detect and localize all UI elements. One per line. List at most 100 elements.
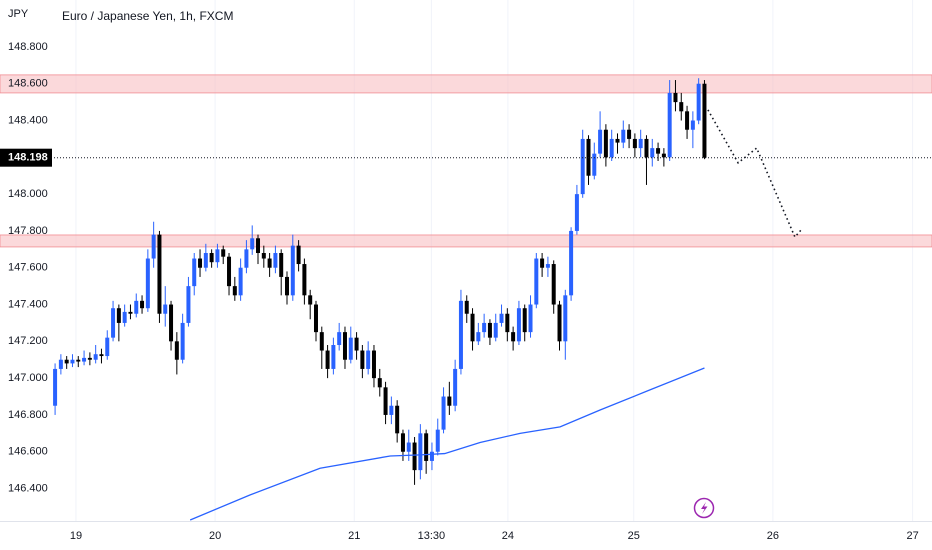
candle-body (627, 129, 632, 139)
candle-body (685, 111, 690, 130)
candle-body (702, 83, 707, 158)
candle-body (319, 332, 324, 351)
candle-body (418, 433, 423, 471)
y-tick-label: 147.200 (8, 335, 48, 347)
candle-body (656, 148, 661, 154)
x-tick-label: 27 (906, 530, 918, 542)
moving-average-line (189, 367, 705, 521)
candle-body (696, 83, 701, 121)
candle-body (279, 253, 284, 277)
zone (0, 234, 932, 248)
candle-body (140, 300, 145, 309)
candle-body (145, 258, 150, 309)
zones (0, 74, 932, 248)
candle-body (151, 234, 156, 259)
candle-body (453, 368, 458, 406)
candle-body (592, 153, 597, 176)
candle-body (598, 129, 603, 154)
candle-body (354, 337, 359, 351)
candle-body (447, 396, 452, 406)
candle-body (99, 354, 104, 357)
candle-body (528, 304, 533, 333)
candle-body (377, 378, 382, 388)
candle-body (487, 322, 492, 338)
candle-body (308, 295, 313, 305)
candle-body (250, 238, 255, 250)
candle-body (476, 332, 481, 342)
candle-body (203, 253, 208, 268)
plot (0, 78, 932, 521)
candle-body (650, 148, 655, 158)
candle-body (87, 357, 92, 360)
x-tick-label: 26 (767, 530, 779, 542)
candle-body (661, 153, 666, 158)
x-tick-label: 13:30 (418, 530, 446, 542)
candle-body (679, 102, 684, 112)
candle-body (609, 138, 614, 158)
candle-body (389, 405, 394, 415)
candle-body (285, 276, 290, 296)
candle-body (348, 337, 353, 360)
candle-body (267, 258, 272, 268)
chart-title: Euro / Japanese Yen, 1h, FXCM (62, 9, 233, 23)
last-price-label: 148.198 (8, 152, 48, 164)
candle-body (122, 311, 127, 323)
candle-body (667, 92, 672, 158)
candle-body (93, 354, 98, 360)
candle-body (64, 359, 69, 364)
candle-body (157, 234, 162, 314)
candle-body (128, 311, 133, 314)
candle-body (360, 350, 365, 369)
zone (0, 74, 932, 94)
candle-body (261, 253, 266, 259)
candle-body (400, 433, 405, 452)
candle-body (522, 308, 527, 333)
projection-line (707, 109, 803, 239)
y-tick-label: 147.600 (8, 262, 48, 274)
candle-body (215, 249, 220, 263)
candle-body (406, 442, 411, 452)
candle-body (209, 253, 214, 263)
candle-body (516, 308, 521, 342)
candle-body (273, 253, 278, 268)
candle-body (557, 304, 562, 342)
y-tick-label: 148.400 (8, 114, 48, 126)
y-tick-label: 147.000 (8, 372, 48, 384)
candle-body (493, 322, 498, 338)
candle-body (435, 429, 440, 452)
last-price-box (0, 148, 52, 167)
candle-body (644, 138, 649, 158)
candle-body (134, 300, 139, 314)
candle-body (302, 264, 307, 296)
candle-body (690, 120, 695, 130)
y-tick-label: 148.800 (8, 41, 48, 53)
candle-body (82, 357, 87, 362)
candle-body (105, 337, 110, 357)
candle-body (499, 313, 504, 323)
candle-body (424, 433, 429, 461)
candle-body (534, 258, 539, 305)
candle-body (482, 322, 487, 333)
x-tick-label: 24 (502, 530, 514, 542)
candle-body (111, 308, 116, 338)
candle-body (290, 245, 295, 296)
candle-body (337, 332, 342, 346)
candle-body (198, 258, 203, 268)
candle-body (221, 249, 226, 257)
candle-body (632, 138, 637, 149)
candle-body (395, 405, 400, 434)
candle-body (116, 308, 121, 323)
candle-body (569, 230, 574, 296)
candle-body (169, 304, 174, 342)
alert-icon (693, 497, 715, 519)
candle-body (244, 249, 249, 268)
y-tick-label: 146.400 (8, 482, 48, 494)
candle-body (464, 300, 469, 314)
candle-body (70, 359, 75, 364)
candle-body (540, 258, 545, 268)
candle-body (441, 396, 446, 430)
candle-body (296, 245, 301, 265)
axes: JPY Euro / Japanese Yen, 1h, FXCM 146.40… (0, 8, 932, 542)
